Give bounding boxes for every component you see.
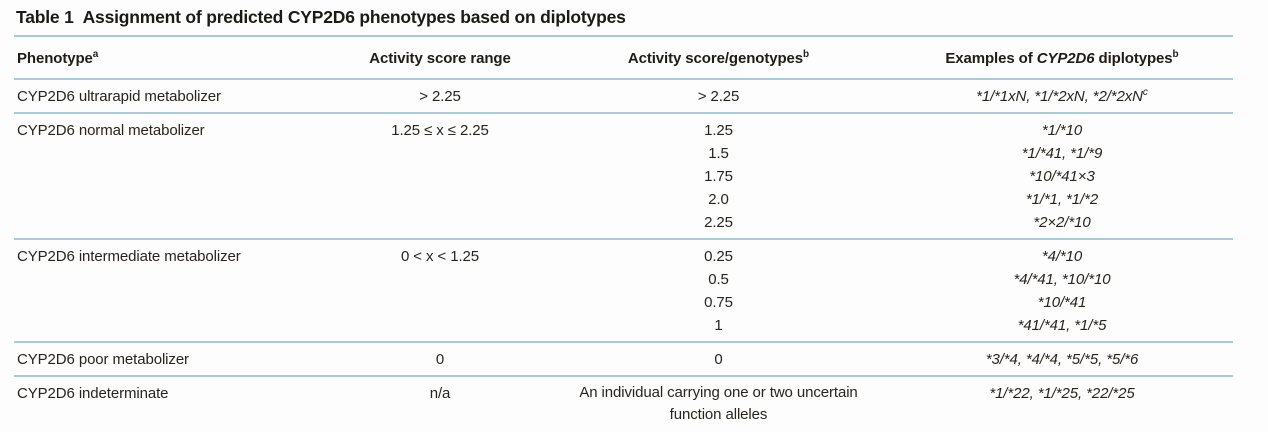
- example-line: *1/*10: [1041, 122, 1083, 139]
- score-line: 0.5: [708, 271, 729, 288]
- activity-score-genotypes-cell: 1.25 1.5 1.75 2.0 2.25: [546, 113, 891, 239]
- table-row: CYP2D6 normal metabolizer 1.25 ≤ x ≤ 2.25…: [14, 113, 1233, 239]
- activity-score-range-cell: 0 < x < 1.25: [400, 248, 480, 265]
- footnote-marker-b: b: [803, 49, 810, 60]
- header-phenotype-label: Phenotype: [17, 50, 93, 67]
- diplotype-examples-cell: *3/*4, *4/*4, *5/*5, *5/*6: [891, 342, 1233, 376]
- header-examples-gene: CYP2D6: [1036, 50, 1095, 67]
- example-line: *10/*41: [1037, 294, 1087, 311]
- phenotype-cell: CYP2D6 indeterminate: [17, 385, 169, 402]
- activity-score-range-cell: 1.25 ≤ x ≤ 2.25: [391, 122, 489, 139]
- example-line: *4/*41, *10/*10: [1013, 271, 1111, 288]
- header-activity-score-range: Activity score range: [334, 37, 546, 80]
- example-line: *41/*41, *1/*5: [1017, 317, 1107, 334]
- table-header: Phenotypea Activity score range Activity…: [14, 37, 1233, 80]
- activity-score-genotypes-cell: 0: [546, 342, 891, 376]
- diplotype-examples-cell: *1/*10 *1/*41, *1/*9 *10/*41×3 *1/*1, *1/*2…: [891, 113, 1233, 239]
- header-genotypes-label: Activity score/genotypes: [627, 50, 804, 67]
- example-line: *1/*22, *1/*25, *22/*25: [989, 385, 1135, 402]
- table-title: Table 1 Assignment of predicted CYP2D6 ph…: [14, 6, 1233, 37]
- table-row: CYP2D6 ultrarapid metabolizer > 2.25 > 2.2…: [14, 79, 1233, 113]
- score-line: An individual carrying one or two uncert…: [548, 382, 889, 426]
- phenotype-cell: CYP2D6 normal metabolizer: [17, 122, 205, 139]
- diplotype-examples-cell: *1/*1xN, *1/*2xN, *2/*2xNc: [891, 79, 1233, 113]
- activity-score-range-cell: 0: [435, 351, 445, 368]
- example-line: *1/*41, *1/*9: [1021, 145, 1103, 162]
- table-row: CYP2D6 indeterminate n/a An individual car…: [14, 376, 1233, 430]
- score-line: 2.0: [708, 191, 729, 208]
- diplotype-examples-cell: *1/*22, *1/*25, *22/*25: [891, 376, 1233, 430]
- activity-score-genotypes-cell: An individual carrying one or two uncert…: [546, 376, 891, 430]
- header-row: Phenotypea Activity score range Activity…: [14, 37, 1233, 80]
- score-line: 0: [714, 351, 723, 368]
- score-line: > 2.25: [697, 88, 740, 105]
- header-range-label: Activity score range: [369, 50, 511, 67]
- score-line: 1.25: [704, 122, 733, 139]
- header-examples-pre: Examples of: [945, 50, 1037, 67]
- header-phenotype: Phenotypea: [14, 37, 334, 80]
- activity-score-range-cell: > 2.25: [419, 88, 461, 105]
- header-examples-post: diplotypes: [1094, 50, 1173, 67]
- example-line: *10/*41×3: [1029, 168, 1095, 185]
- example-line: *2×2/*10: [1033, 214, 1091, 231]
- activity-score-genotypes-cell: > 2.25: [546, 79, 891, 113]
- example-line: *4/*10: [1041, 248, 1083, 265]
- table-row: CYP2D6 intermediate metabolizer 0 < x < 1…: [14, 239, 1233, 342]
- phenotype-cell: CYP2D6 intermediate metabolizer: [17, 248, 241, 265]
- footnote-marker-a: a: [92, 49, 99, 60]
- activity-score-range-cell: n/a: [429, 385, 451, 402]
- score-line: 1.75: [704, 168, 733, 185]
- example-line: *1/*1, *1/*2: [1025, 191, 1099, 208]
- header-activity-score-genotypes: Activity score/genotypesb: [546, 37, 891, 80]
- score-line: 1: [714, 317, 723, 334]
- phenotype-cell: CYP2D6 poor metabolizer: [17, 351, 189, 368]
- example-line: *3/*4, *4/*4, *5/*5, *5/*6: [985, 351, 1139, 368]
- phenotype-table: Phenotypea Activity score range Activity…: [14, 37, 1233, 430]
- activity-score-genotypes-cell: 0.25 0.5 0.75 1: [546, 239, 891, 342]
- score-line: 2.25: [704, 214, 733, 231]
- example-line: *1/*1xN, *1/*2xN, *2/*2xNc: [976, 87, 1148, 106]
- header-examples-diplotypes: Examples of CYP2D6 diplotypesb: [891, 37, 1233, 80]
- table-number: Table 1: [16, 7, 74, 27]
- table-title-text: Assignment of predicted CYP2D6 phenotype…: [82, 7, 626, 27]
- table-row: CYP2D6 poor metabolizer 0 0 *3/*4, *4/*4, *…: [14, 342, 1233, 376]
- footnote-marker-b: b: [1172, 49, 1179, 60]
- diplotype-examples-cell: *4/*10 *4/*41, *10/*10 *10/*41 *41/*41, *1/…: [891, 239, 1233, 342]
- phenotype-cell: CYP2D6 ultrarapid metabolizer: [17, 88, 221, 105]
- score-line: 0.25: [704, 248, 733, 265]
- score-line: 0.75: [704, 294, 733, 311]
- table-body: CYP2D6 ultrarapid metabolizer > 2.25 > 2.2…: [14, 79, 1233, 430]
- score-line: 1.5: [708, 145, 729, 162]
- score-wrapped-text: An individual carrying one or two uncert…: [579, 384, 858, 423]
- footnote-marker-c: c: [1142, 87, 1148, 98]
